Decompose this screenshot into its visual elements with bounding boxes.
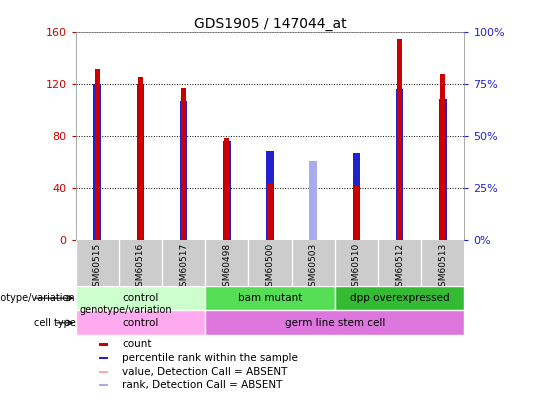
Bar — [267, 183, 273, 240]
Bar — [396, 89, 403, 240]
Bar — [397, 39, 402, 240]
Text: GSM60512: GSM60512 — [395, 243, 404, 292]
Bar — [137, 84, 144, 240]
Bar — [99, 357, 109, 359]
Title: GDS1905 / 147044_at: GDS1905 / 147044_at — [194, 17, 346, 31]
Text: control: control — [122, 293, 159, 303]
Bar — [181, 88, 186, 240]
Bar — [181, 88, 186, 240]
Bar — [76, 311, 205, 335]
Text: rank, Detection Call = ABSENT: rank, Detection Call = ABSENT — [122, 380, 282, 390]
Text: cell type: cell type — [33, 318, 76, 328]
Text: dpp overexpressed: dpp overexpressed — [350, 293, 449, 303]
Bar — [93, 84, 101, 240]
Text: germ line stem cell: germ line stem cell — [285, 318, 385, 328]
Text: bam mutant: bam mutant — [238, 293, 302, 303]
Text: GSM60515: GSM60515 — [93, 243, 102, 292]
Bar — [397, 39, 402, 240]
Bar — [224, 138, 230, 240]
Bar — [309, 161, 317, 240]
Text: count: count — [122, 339, 152, 350]
Text: GSM60510: GSM60510 — [352, 243, 361, 292]
Bar — [440, 74, 445, 240]
Text: control: control — [122, 318, 159, 328]
Bar — [335, 286, 464, 311]
Text: GSM60517: GSM60517 — [179, 243, 188, 292]
Bar — [353, 153, 360, 240]
Bar — [440, 74, 445, 240]
Text: genotype/variation: genotype/variation — [79, 305, 172, 315]
Bar — [354, 186, 359, 240]
Text: GSM60516: GSM60516 — [136, 243, 145, 292]
Bar — [94, 69, 100, 240]
Bar — [354, 186, 359, 240]
Bar — [310, 194, 316, 240]
Bar — [224, 138, 230, 240]
Bar — [94, 69, 100, 240]
Bar — [439, 99, 447, 240]
Bar — [266, 151, 274, 240]
Text: value, Detection Call = ABSENT: value, Detection Call = ABSENT — [122, 367, 288, 377]
Bar — [99, 384, 109, 386]
Bar — [99, 371, 109, 373]
Text: GSM60503: GSM60503 — [309, 243, 318, 292]
Text: GSM60498: GSM60498 — [222, 243, 231, 292]
Text: GSM60513: GSM60513 — [438, 243, 447, 292]
Text: percentile rank within the sample: percentile rank within the sample — [122, 353, 298, 363]
Bar — [223, 141, 231, 240]
Bar — [205, 311, 464, 335]
Bar — [180, 101, 187, 240]
Text: genotype/variation: genotype/variation — [0, 293, 76, 303]
Bar — [76, 286, 205, 311]
Bar — [138, 77, 143, 240]
Bar — [267, 183, 273, 240]
Bar — [99, 343, 109, 345]
Bar — [205, 286, 335, 311]
Bar — [138, 77, 143, 240]
Text: GSM60500: GSM60500 — [266, 243, 274, 292]
